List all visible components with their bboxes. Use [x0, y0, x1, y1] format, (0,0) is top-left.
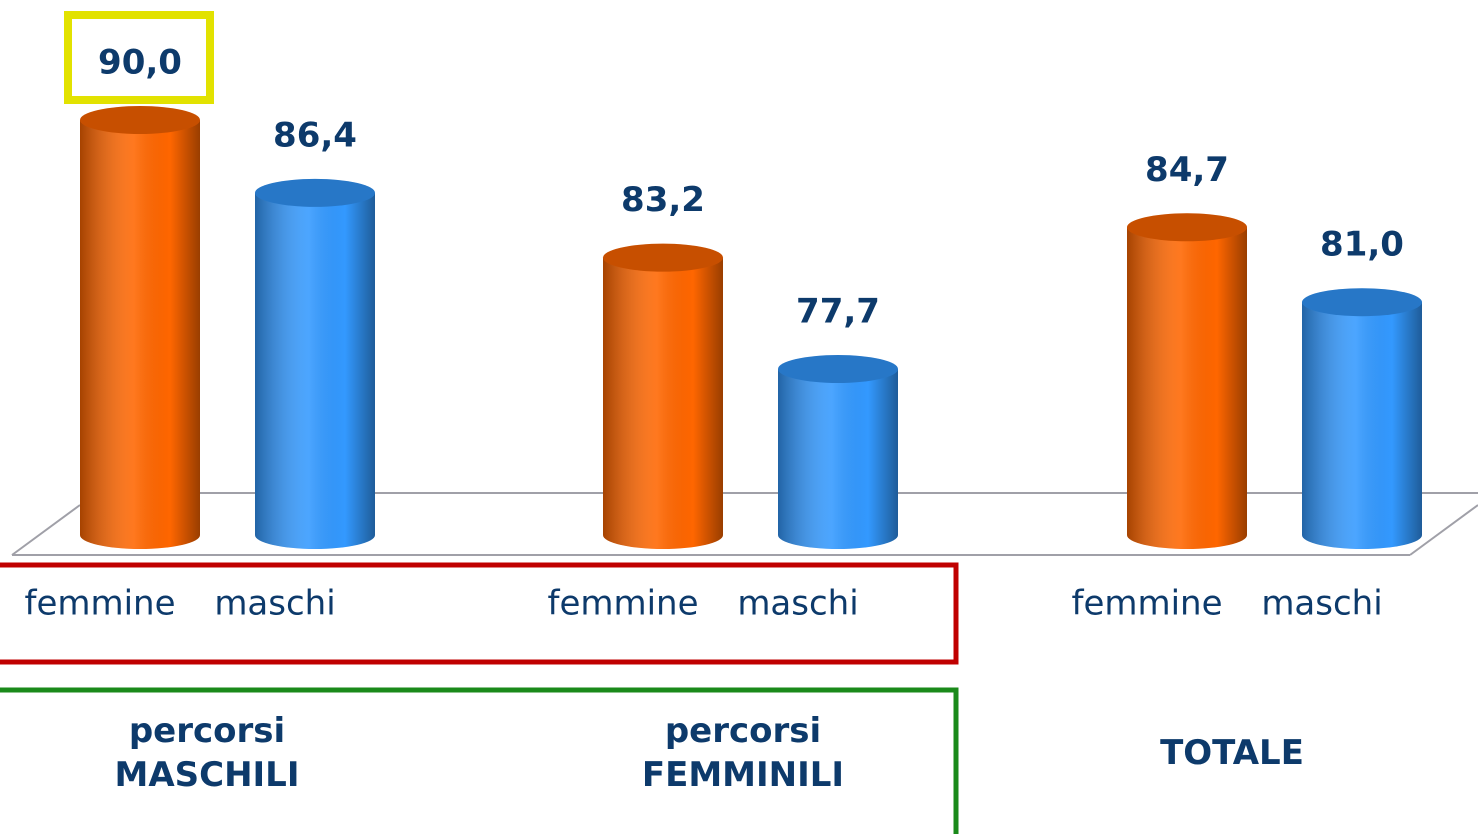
value-label: 86,4: [273, 115, 357, 155]
series-label: femmine: [547, 584, 698, 624]
highlight-box: [0, 562, 959, 665]
value-label: 90,0: [98, 43, 182, 83]
series-label: femmine: [24, 584, 175, 624]
category-label: percorsi FEMMINILI: [641, 711, 845, 795]
bar-shading: [778, 369, 898, 549]
bar-top: [80, 106, 200, 134]
bar-shading: [603, 257, 723, 549]
bar-shading: [255, 192, 375, 549]
bar-top: [1127, 213, 1247, 242]
bar-top-shading: [80, 106, 200, 134]
value-label: 77,7: [796, 292, 880, 332]
bar-shading: [1127, 227, 1247, 550]
bar-top-shading: [1302, 288, 1422, 317]
value-label: 81,0: [1320, 225, 1404, 265]
series-label: maschi: [737, 584, 858, 624]
highlight-box: [64, 11, 214, 104]
series-label: femmine: [1071, 584, 1222, 624]
bar-top: [1302, 288, 1422, 317]
highlight-box: [0, 687, 959, 834]
bar-top: [603, 243, 723, 272]
value-label: 84,7: [1145, 150, 1229, 190]
bar-top-shading: [1127, 213, 1247, 242]
category-label: TOTALE: [1160, 733, 1304, 773]
bar-top: [778, 355, 898, 383]
category-label: percorsi MASCHILI: [114, 711, 300, 795]
series-label: maschi: [1261, 584, 1382, 624]
bar-top: [255, 178, 375, 207]
value-label: 83,2: [621, 180, 705, 220]
bar-top-shading: [603, 243, 723, 272]
series-label: maschi: [214, 584, 335, 624]
floor: [11, 492, 1478, 556]
bar-top-shading: [778, 355, 898, 383]
bar-shading: [80, 120, 200, 549]
bar-shading: [1302, 302, 1422, 549]
bar-top-shading: [255, 178, 375, 207]
